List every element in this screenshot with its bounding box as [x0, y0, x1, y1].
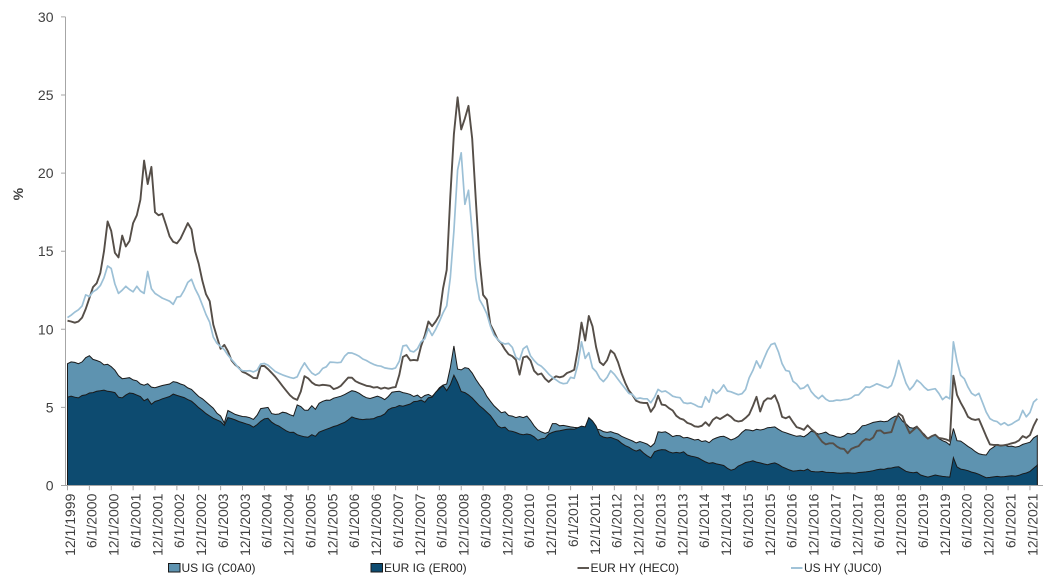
svg-text:EUR IG (ER00): EUR IG (ER00)	[384, 561, 467, 575]
svg-text:12/1/2014: 12/1/2014	[718, 493, 734, 555]
svg-text:%: %	[10, 187, 26, 200]
svg-text:12/1/2010: 12/1/2010	[543, 493, 559, 555]
svg-text:12/1/2003: 12/1/2003	[237, 493, 253, 555]
svg-text:6/1/2002: 6/1/2002	[171, 493, 187, 548]
svg-text:6/1/2009: 6/1/2009	[477, 493, 493, 548]
svg-text:6/1/2005: 6/1/2005	[302, 493, 318, 548]
svg-text:12/1/2015: 12/1/2015	[762, 493, 778, 555]
svg-text:12/1/1999: 12/1/1999	[62, 493, 78, 555]
svg-text:6/1/2006: 6/1/2006	[346, 493, 362, 548]
svg-text:6/1/2017: 6/1/2017	[827, 493, 843, 548]
svg-text:6/1/2012: 6/1/2012	[609, 493, 625, 548]
svg-text:12/1/2021: 12/1/2021	[1024, 493, 1040, 555]
svg-text:12/1/2002: 12/1/2002	[193, 493, 209, 555]
svg-text:6/1/2014: 6/1/2014	[696, 493, 712, 548]
svg-text:12/1/2011: 12/1/2011	[587, 493, 603, 554]
svg-text:US HY (JUC0): US HY (JUC0)	[804, 561, 882, 575]
svg-text:EUR HY (HEC0): EUR HY (HEC0)	[591, 561, 679, 575]
svg-text:6/1/2007: 6/1/2007	[390, 493, 406, 548]
svg-text:12/1/2001: 12/1/2001	[149, 493, 165, 555]
svg-text:6/1/2003: 6/1/2003	[215, 493, 231, 548]
svg-text:15: 15	[38, 243, 54, 259]
svg-text:20: 20	[38, 165, 54, 181]
svg-text:6/1/2000: 6/1/2000	[84, 493, 100, 548]
svg-text:12/1/2012: 12/1/2012	[631, 493, 647, 555]
svg-text:6/1/2021: 6/1/2021	[1002, 493, 1018, 548]
svg-text:12/1/2009: 12/1/2009	[499, 493, 515, 555]
svg-text:12/1/2020: 12/1/2020	[981, 493, 997, 555]
svg-text:12/1/2016: 12/1/2016	[806, 493, 822, 555]
svg-text:6/1/2019: 6/1/2019	[915, 493, 931, 548]
svg-text:12/1/2008: 12/1/2008	[456, 493, 472, 555]
svg-text:25: 25	[38, 87, 54, 103]
svg-text:12/1/2006: 12/1/2006	[368, 493, 384, 555]
svg-text:6/1/2011: 6/1/2011	[565, 493, 581, 547]
svg-text:12/1/2007: 12/1/2007	[412, 493, 428, 555]
svg-text:10: 10	[38, 321, 54, 337]
svg-text:6/1/2004: 6/1/2004	[259, 493, 275, 548]
svg-text:5: 5	[46, 399, 54, 415]
svg-text:6/1/2015: 6/1/2015	[740, 493, 756, 548]
svg-text:12/1/2005: 12/1/2005	[324, 493, 340, 555]
svg-text:12/1/2018: 12/1/2018	[893, 493, 909, 555]
svg-text:12/1/2019: 12/1/2019	[937, 493, 953, 555]
svg-text:6/1/2018: 6/1/2018	[871, 493, 887, 548]
svg-text:12/1/2000: 12/1/2000	[106, 493, 122, 555]
svg-text:30: 30	[38, 9, 54, 25]
svg-text:6/1/2020: 6/1/2020	[959, 493, 975, 548]
svg-text:12/1/2017: 12/1/2017	[849, 493, 865, 555]
svg-text:12/1/2004: 12/1/2004	[281, 493, 297, 555]
svg-text:0: 0	[46, 478, 54, 494]
svg-text:US IG (C0A0): US IG (C0A0)	[182, 561, 256, 575]
svg-text:6/1/2016: 6/1/2016	[784, 493, 800, 548]
svg-text:6/1/2001: 6/1/2001	[127, 493, 143, 548]
svg-text:6/1/2013: 6/1/2013	[652, 493, 668, 548]
svg-text:6/1/2010: 6/1/2010	[521, 493, 537, 548]
svg-text:12/1/2013: 12/1/2013	[674, 493, 690, 555]
svg-text:6/1/2008: 6/1/2008	[434, 493, 450, 548]
